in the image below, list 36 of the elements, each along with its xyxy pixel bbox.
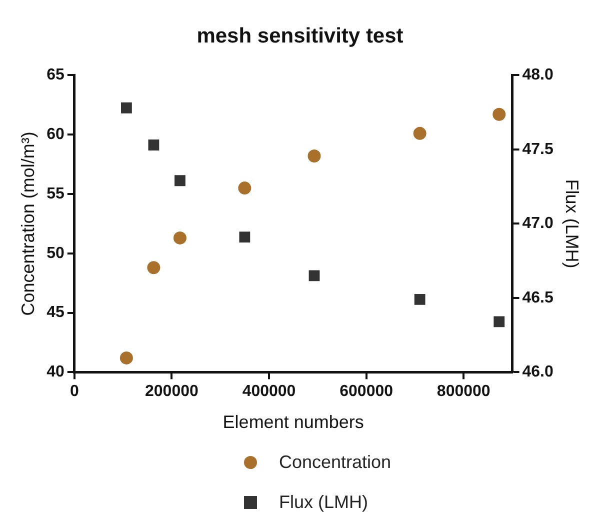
point [147, 261, 160, 274]
point [174, 175, 186, 186]
point [120, 351, 133, 364]
y2-axis-title: Flux (LMH) [562, 179, 582, 268]
chart-title: mesh sensitivity test [196, 24, 404, 48]
y-tick-label: 50 [46, 244, 64, 262]
x-tick-label: 400000 [242, 383, 296, 400]
point [494, 316, 505, 328]
y-axis-title: Concentration (mol/m³) [18, 132, 38, 316]
y-tick-label: 45 [46, 304, 64, 322]
point [239, 232, 250, 243]
x-tick-label: 200000 [145, 383, 198, 400]
point [308, 270, 320, 282]
y2-tick-label: 46.0 [522, 364, 554, 381]
point [413, 126, 426, 140]
point [238, 182, 252, 195]
y2-tick-label: 47.5 [522, 140, 554, 158]
point [121, 102, 132, 114]
point [308, 149, 321, 162]
y2-tick-label: 46.5 [522, 289, 554, 306]
y-tick-label: 40 [46, 364, 64, 381]
point [414, 294, 426, 305]
legend-label: Concentration [279, 452, 392, 472]
x-tick-label: 0 [70, 383, 79, 400]
y2-tick-label: 47.0 [522, 215, 554, 232]
point [173, 231, 186, 244]
point [148, 140, 160, 150]
x-axis-title: Element numbers [222, 412, 364, 432]
y-tick-label: 60 [46, 126, 64, 144]
point [492, 108, 506, 121]
legend-label: Flux (LMH) [279, 492, 368, 512]
y-tick-label: 65 [46, 66, 64, 84]
y-tick-label: 55 [46, 185, 64, 202]
x-tick-label: 600000 [340, 383, 394, 400]
y2-tick-label: 48.0 [522, 66, 554, 84]
x-tick-label: 800000 [436, 383, 490, 400]
